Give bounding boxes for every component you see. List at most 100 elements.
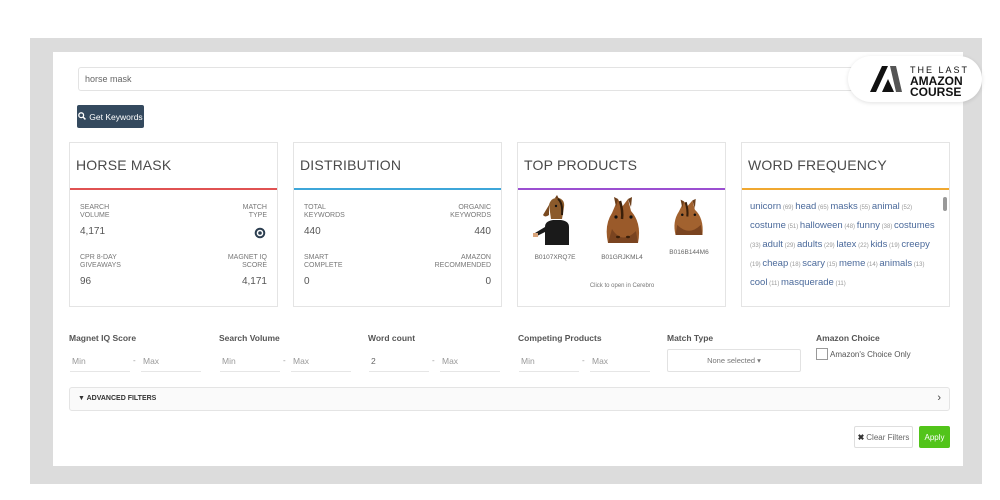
search-volume-filter-label: Search Volume	[219, 333, 280, 343]
magnet-iq-filter-label: Magnet IQ Score	[69, 333, 137, 343]
amazons-choice-checkbox[interactable]	[816, 348, 828, 360]
competing-products-filter-label: Competing Products	[518, 333, 602, 343]
word-count: (11)	[767, 281, 781, 287]
get-keywords-button[interactable]: Get Keywords	[77, 105, 144, 128]
magnet-iq-label: MAGNET IQ SCORE	[227, 254, 267, 269]
word-count: (33)	[750, 243, 763, 249]
giveaways-value: 96	[80, 276, 92, 287]
word-text: animals	[879, 258, 913, 269]
amazon-recommended-label: AMAZON RECOMMENDED	[434, 254, 491, 269]
product-item[interactable]: B016B144M6	[654, 198, 724, 256]
top-products-card-rule	[518, 188, 725, 190]
word-count: (51)	[785, 224, 800, 230]
word-text: masquerade	[781, 277, 834, 288]
organic-keywords-label: ORGANIC KEYWORDS	[450, 204, 491, 219]
search-icon	[78, 111, 87, 122]
advanced-filters-label: ▼ ADVANCED FILTERS	[78, 395, 157, 402]
product-asin: B016B144M6	[669, 249, 709, 256]
word-frequency-item[interactable]: creepy (19)	[750, 239, 930, 269]
word-frequency-item[interactable]: cheap (18)	[762, 258, 802, 269]
chevron-right-icon: ›	[937, 392, 941, 404]
search-volume-value: 4,171	[80, 226, 106, 237]
keyword-card-rule	[70, 188, 277, 190]
word-count: (18)	[788, 262, 803, 268]
word-text: creepy	[901, 239, 930, 250]
word-frequency-item[interactable]: unicorn (69)	[750, 201, 795, 212]
product-asin: B01GRJKML4	[601, 254, 643, 261]
word-count: (19)	[750, 262, 763, 268]
word-text: masks	[830, 201, 858, 212]
word-text: cool	[750, 277, 768, 288]
product-item[interactable]: B01GRJKML4	[587, 195, 657, 261]
magnet-iq-max-input[interactable]	[141, 350, 201, 372]
word-count: (65)	[816, 205, 831, 211]
word-frequency-title: WORD FREQUENCY	[748, 157, 887, 173]
word-frequency-item[interactable]: cool (11)	[750, 277, 781, 288]
word-text: meme	[838, 258, 866, 269]
word-frequency-item[interactable]: halloween (48)	[800, 220, 857, 231]
word-text: scary	[802, 258, 825, 269]
word-frequency-item[interactable]: scary (15)	[802, 258, 839, 269]
product-image-man-in-horse-mask	[533, 195, 569, 245]
word-frequency-item[interactable]: masks (55)	[830, 201, 871, 212]
course-logo: THE LAST AMAZON COURSE	[848, 56, 982, 102]
word-frequency-item[interactable]: adult (29)	[762, 239, 797, 250]
word-frequency-item[interactable]: costumes (33)	[750, 220, 935, 250]
giveaways-label: CPR 8-DAY GIVEAWAYS	[80, 254, 121, 269]
word-frequency-item[interactable]: animal (52)	[872, 201, 912, 212]
distribution-title: DISTRIBUTION	[300, 157, 402, 173]
word-frequency-item[interactable]: meme (14)	[839, 258, 879, 269]
distribution-card: DISTRIBUTION TOTAL KEYWORDS 440 ORGANIC …	[293, 142, 502, 307]
word-frequency-card-rule	[742, 188, 949, 190]
search-volume-label: SEARCH VOLUME	[80, 204, 110, 219]
smart-complete-value: 0	[304, 276, 310, 287]
target-icon	[254, 226, 266, 244]
word-count-max-input[interactable]	[440, 350, 500, 372]
clear-filters-button[interactable]: ✖ Clear Filters	[854, 426, 913, 448]
word-frequency-item[interactable]: masquerade (11)	[781, 277, 846, 288]
word-count-min-input[interactable]	[369, 350, 429, 372]
logo-line-3: COURSE	[910, 85, 962, 99]
range-dash: -	[432, 356, 435, 365]
product-item[interactable]: B0107XRQ7E	[520, 195, 590, 261]
word-count: (55)	[857, 205, 872, 211]
product-asin: B0107XRQ7E	[534, 254, 576, 261]
word-count: (13)	[912, 262, 925, 268]
amazon-choice-filter-label: Amazon Choice	[816, 333, 880, 343]
close-icon: ✖	[857, 432, 865, 442]
logo-line-2: AMAZON	[910, 74, 963, 88]
competing-products-max-input[interactable]	[590, 350, 650, 372]
advanced-filters-toggle[interactable]: ▼ ADVANCED FILTERS ›	[69, 387, 950, 411]
word-frequency-item[interactable]: head (65)	[795, 201, 830, 212]
word-count: (15)	[824, 262, 839, 268]
match-type-select[interactable]: None selected ▾	[667, 349, 801, 372]
word-frequency-item[interactable]: adults (29)	[797, 239, 836, 250]
magnet-iq-min-input[interactable]	[70, 350, 130, 372]
amazons-choice-checkbox-label[interactable]: Amazon's Choice Only	[830, 350, 911, 359]
word-frequency-item[interactable]: kids (19)	[870, 239, 901, 250]
open-in-cerebro-link[interactable]: Click to open in Cerebro	[589, 283, 655, 289]
apply-button[interactable]: Apply	[919, 426, 950, 448]
search-volume-min-input[interactable]	[220, 350, 280, 372]
match-type-label: MATCH TYPE	[242, 204, 267, 219]
logo-mark-icon	[870, 66, 902, 92]
product-image-horse-mask	[606, 197, 640, 243]
total-keywords-value: 440	[304, 226, 321, 237]
competing-products-min-input[interactable]	[519, 350, 579, 372]
word-frequency-scrollbar[interactable]	[943, 197, 947, 211]
keyword-search-input[interactable]	[78, 67, 938, 91]
range-dash: -	[582, 356, 585, 365]
word-frequency-item[interactable]: costume (51)	[750, 220, 800, 231]
word-frequency-item[interactable]: latex (22)	[836, 239, 870, 250]
word-frequency-item[interactable]: animals (13)	[879, 258, 924, 269]
search-volume-max-input[interactable]	[291, 350, 351, 372]
word-count: (38)	[879, 224, 894, 230]
range-dash: -	[283, 356, 286, 365]
word-frequency-item[interactable]: funny (38)	[857, 220, 894, 231]
organic-keywords-value: 440	[474, 226, 491, 237]
product-image-horse-mask	[674, 198, 703, 235]
word-text: funny	[856, 220, 880, 231]
word-text: animal	[871, 201, 900, 212]
word-text: adults	[796, 239, 823, 250]
word-text: costumes	[894, 220, 935, 231]
